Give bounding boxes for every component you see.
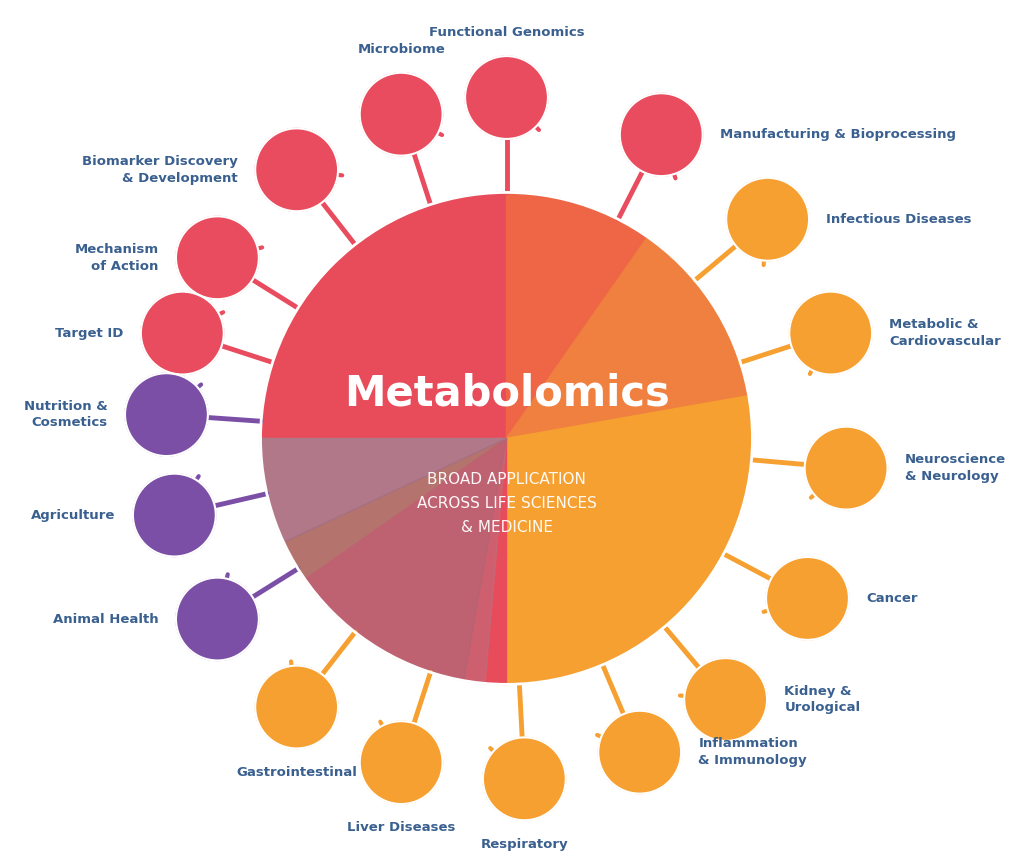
Circle shape xyxy=(255,129,338,211)
Circle shape xyxy=(790,292,872,375)
Text: Respiratory: Respiratory xyxy=(480,837,568,851)
Text: Cancer: Cancer xyxy=(866,592,918,605)
Circle shape xyxy=(766,557,849,639)
Circle shape xyxy=(359,721,442,804)
Circle shape xyxy=(359,72,442,155)
Text: Liver Diseases: Liver Diseases xyxy=(347,822,456,835)
Circle shape xyxy=(260,192,753,684)
Circle shape xyxy=(176,217,259,299)
Text: Nutrition &
Cosmetics: Nutrition & Cosmetics xyxy=(24,400,108,430)
Text: Metabolomics: Metabolomics xyxy=(344,373,670,414)
Text: Target ID: Target ID xyxy=(55,326,124,339)
Text: Microbiome: Microbiome xyxy=(357,42,445,55)
Circle shape xyxy=(465,56,548,139)
Wedge shape xyxy=(305,438,507,684)
Circle shape xyxy=(483,737,566,820)
Text: Functional Genomics: Functional Genomics xyxy=(429,26,585,39)
Wedge shape xyxy=(507,237,749,438)
Wedge shape xyxy=(260,438,507,542)
Circle shape xyxy=(684,658,767,741)
Text: Biomarker Discovery
& Development: Biomarker Discovery & Development xyxy=(82,155,238,185)
Wedge shape xyxy=(485,396,753,684)
Wedge shape xyxy=(284,438,507,683)
Circle shape xyxy=(255,665,338,748)
Wedge shape xyxy=(260,192,507,579)
Text: Kidney &
Urological: Kidney & Urological xyxy=(784,684,860,715)
Text: Mechanism
of Action: Mechanism of Action xyxy=(75,243,159,273)
Wedge shape xyxy=(269,438,507,683)
Wedge shape xyxy=(507,192,647,438)
Text: Neuroscience
& Neurology: Neuroscience & Neurology xyxy=(905,453,1006,483)
Circle shape xyxy=(620,93,702,176)
Circle shape xyxy=(805,426,888,509)
Text: Animal Health: Animal Health xyxy=(53,613,159,626)
Circle shape xyxy=(726,178,809,261)
Wedge shape xyxy=(284,438,507,681)
Circle shape xyxy=(176,577,259,660)
Text: Gastrointestinal: Gastrointestinal xyxy=(237,765,357,778)
Circle shape xyxy=(125,373,208,456)
Text: Metabolic &
Cardiovascular: Metabolic & Cardiovascular xyxy=(890,318,1001,348)
Text: Infectious Diseases: Infectious Diseases xyxy=(826,213,972,226)
Text: Agriculture: Agriculture xyxy=(32,508,116,521)
Text: Manufacturing & Bioprocessing: Manufacturing & Bioprocessing xyxy=(720,129,956,142)
Circle shape xyxy=(141,292,223,375)
Text: BROAD APPLICATION
ACROSS LIFE SCIENCES
& MEDICINE: BROAD APPLICATION ACROSS LIFE SCIENCES &… xyxy=(417,471,596,535)
Circle shape xyxy=(133,474,216,557)
Circle shape xyxy=(598,711,681,794)
Text: Inflammation
& Immunology: Inflammation & Immunology xyxy=(698,738,807,767)
